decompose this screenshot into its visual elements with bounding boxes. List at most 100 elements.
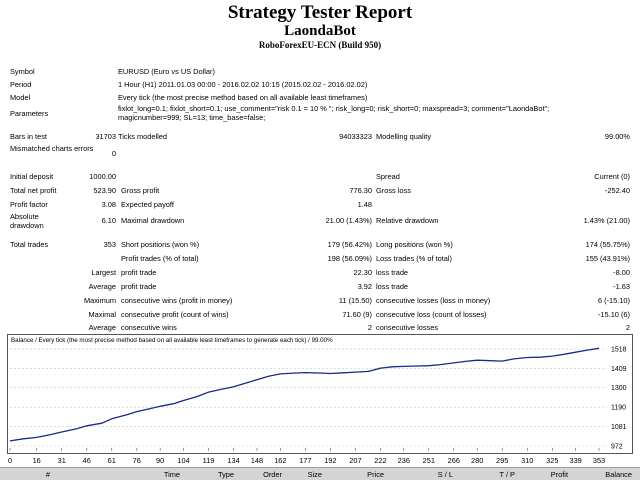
column-header[interactable]: Price xyxy=(367,470,384,479)
column-header[interactable]: # xyxy=(45,470,50,479)
loss-trades-value: 155 (43.91%) xyxy=(585,254,630,263)
max-consecutive-losses-label: consecutive losses (loss in money) xyxy=(376,296,491,305)
trade-table-header: # Time Type Order Size Price S / L T / P Profit B… xyxy=(0,467,640,480)
period-label: Period xyxy=(10,80,32,89)
chart-y-tick-label: 1300 xyxy=(611,385,627,392)
period-value: 1 Hour (H1) 2011.01.03 00:00 - 2016.02.0… xyxy=(118,80,368,89)
chart-y-tick-label: 1190 xyxy=(611,405,626,412)
largest-profit-value: 22.30 xyxy=(353,268,373,277)
expected-payoff-value: 1.48 xyxy=(357,200,372,209)
parameters-value: fixlot_long=0.1; fixlot_short=0.1; use_c… xyxy=(118,104,550,122)
maximum-label: Maximum xyxy=(83,296,116,305)
chart-y-tick-label: 1518 xyxy=(611,347,627,354)
spread-label: Spread xyxy=(376,172,400,181)
long-positions-label: Long positions (won %) xyxy=(376,240,453,249)
profit-factor-value: 3.08 xyxy=(101,200,116,209)
deposit-label: Initial deposit xyxy=(10,172,54,181)
ticks-label: Ticks modelled xyxy=(118,132,168,141)
deposit-value: 1000.00 xyxy=(89,172,116,181)
chart-x-tick-label: 76 xyxy=(132,456,141,465)
chart-y-tick-label: 1409 xyxy=(611,366,627,373)
gross-loss-label: Gross loss xyxy=(376,186,411,195)
absolute-drawdown-value: 6.10 xyxy=(101,216,116,225)
chart-x-tick-label: 280 xyxy=(471,456,484,465)
average-profit-label: profit trade xyxy=(121,282,157,291)
maximal-label: Maximal xyxy=(88,310,116,319)
chart-x-tick-label: 295 xyxy=(496,456,509,465)
average-label: Average xyxy=(88,282,116,291)
chart-x-tick-label: 61 xyxy=(107,456,116,465)
chart-x-tick-label: 134 xyxy=(227,456,240,465)
ticks-value: 94033323 xyxy=(339,132,372,141)
report-subtitle: LaondaBot xyxy=(284,23,356,39)
column-header[interactable]: Order xyxy=(263,470,282,479)
column-header[interactable]: Time xyxy=(163,470,180,479)
chart-frame xyxy=(7,334,633,454)
column-header[interactable]: T / P xyxy=(499,470,515,479)
chart-x-tick-label: 310 xyxy=(521,456,534,465)
symbol-label: Symbol xyxy=(10,67,35,76)
average-consecutive-wins-value: 2 xyxy=(367,323,372,332)
profit-trades-label: Profit trades (% of total) xyxy=(121,254,199,263)
chart-x-tick-label: 0 xyxy=(7,456,13,465)
largest-loss-value: -8.00 xyxy=(613,268,630,277)
quality-value: 99.00% xyxy=(604,132,630,141)
column-header[interactable]: Profit xyxy=(550,470,568,479)
loss-trades-label: Loss trades (% of total) xyxy=(376,254,452,263)
chart-x-tick-label: 162 xyxy=(274,456,287,465)
column-header[interactable]: Size xyxy=(307,470,322,479)
report-title: Strategy Tester Report xyxy=(227,2,413,23)
chart-y-ticks: 972 1081 1190 1300 1409 1518 xyxy=(611,347,627,451)
maximal-drawdown-label: Maximal drawdown xyxy=(121,216,185,225)
chart-x-tick-label: 325 xyxy=(546,456,559,465)
chart-x-tick-label: 46 xyxy=(82,456,91,465)
chart-x-tick-label: 207 xyxy=(349,456,362,465)
short-positions-value: 179 (56.42%) xyxy=(327,240,372,249)
chart-x-tick-label: 339 xyxy=(569,456,582,465)
bars-label: Bars in test xyxy=(10,132,47,141)
average-loss-label: loss trade xyxy=(376,282,409,291)
column-header[interactable]: S / L xyxy=(437,470,453,479)
model-value: Every tick (the most precise method base… xyxy=(118,93,368,102)
chart-x-tick-label: 177 xyxy=(299,456,312,465)
chart-x-tick-label: 104 xyxy=(177,456,190,465)
report-server: RoboForexEU-ECN (Build 950) xyxy=(258,40,382,50)
chart-x-tick-label: 222 xyxy=(374,456,387,465)
max-consecutive-wins-value: 11 (15.50) xyxy=(338,296,372,305)
relative-drawdown-value: 1.43% (21.00) xyxy=(583,216,630,225)
maximal-consecutive-loss-label: consecutive loss (count of losses) xyxy=(376,310,487,319)
profit-factor-label: Profit factor xyxy=(10,200,48,209)
maximal-consecutive-loss-value: -15.10 (6) xyxy=(597,310,630,319)
balance-chart: Balance / Every tick (the most precise m… xyxy=(7,334,633,454)
maximal-consecutive-profit-label: consecutive profit (count of wins) xyxy=(121,310,229,319)
gross-loss-value: -252.40 xyxy=(604,186,630,195)
gross-profit-value: 776.30 xyxy=(349,186,372,195)
mismatch-value: 0 xyxy=(111,149,116,158)
largest-loss-label: loss trade xyxy=(376,268,409,277)
column-header[interactable]: Balance xyxy=(605,470,632,479)
long-positions-value: 174 (55.75%) xyxy=(585,240,630,249)
relative-drawdown-label: Relative drawdown xyxy=(376,216,439,225)
total-trades-value: 353 xyxy=(103,240,116,249)
mismatch-label: Mismatched charts errors xyxy=(10,144,94,153)
chart-x-ticks xyxy=(9,448,600,451)
chart-x-tick-label: 90 xyxy=(156,456,165,465)
average-profit-value: 3.92 xyxy=(357,282,372,291)
maximal-consecutive-profit-value: 71.60 (9) xyxy=(342,310,372,319)
average-loss-value: -1.63 xyxy=(613,282,630,291)
max-consecutive-wins-label: consecutive wins (profit in money) xyxy=(121,296,233,305)
chart-x-tick-label: 192 xyxy=(324,456,337,465)
average-consecutive-losses-label: consecutive losses xyxy=(376,323,439,332)
chart-y-tick-label: 972 xyxy=(611,443,623,450)
max-consecutive-losses-value: 6 (-15.10) xyxy=(597,296,630,305)
average-consecutive-losses-value: 2 xyxy=(625,323,630,332)
spread-value: Current (0) xyxy=(594,172,630,181)
column-header[interactable]: Type xyxy=(217,470,234,479)
total-trades-label: Total trades xyxy=(10,240,49,249)
chart-title: Balance / Every tick (the most precise m… xyxy=(11,337,333,344)
short-positions-label: Short positions (won %) xyxy=(121,240,200,249)
chart-x-tick-label: 266 xyxy=(447,456,460,465)
largest-label: Largest xyxy=(91,268,116,277)
chart-x-tick-label: 16 xyxy=(32,456,41,465)
absolute-drawdown-label: Absolute drawdown xyxy=(10,212,44,230)
